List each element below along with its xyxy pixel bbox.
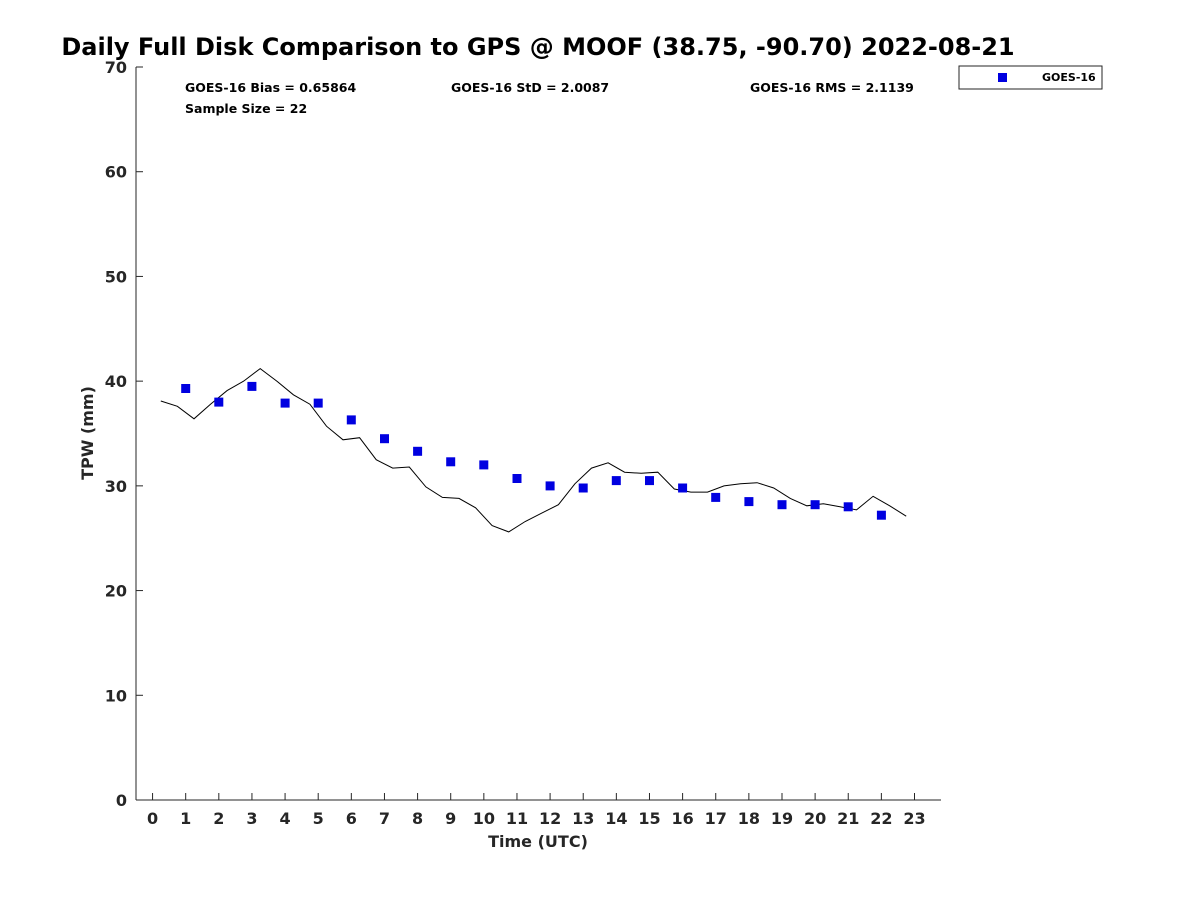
rms-stat: GOES-16 RMS = 2.1139	[750, 80, 914, 95]
goes16-point	[876, 510, 886, 520]
goes16-point	[744, 497, 754, 507]
x-tick-label: 11	[506, 809, 528, 828]
goes16-point	[578, 483, 588, 493]
y-tick-label: 20	[105, 582, 127, 601]
goes16-point	[843, 502, 853, 512]
goes16-point	[810, 500, 820, 510]
y-tick-label: 60	[105, 163, 127, 182]
goes16-series	[181, 381, 886, 520]
x-tick-label: 21	[837, 809, 859, 828]
legend-label-goes16: GOES-16	[1042, 71, 1096, 84]
sample-size-stat: Sample Size = 22	[185, 101, 307, 116]
x-tick-label: 17	[705, 809, 727, 828]
plot-axes	[135, 67, 941, 801]
x-tick-label: 6	[346, 809, 357, 828]
x-tick-label: 22	[870, 809, 892, 828]
goes16-point	[313, 398, 323, 408]
goes16-point	[645, 476, 654, 486]
legend: GOES-16	[958, 65, 1103, 90]
x-axis-label: Time (UTC)	[488, 832, 588, 851]
x-tick-label: 7	[379, 809, 390, 828]
std-stat: GOES-16 StD = 2.0087	[451, 80, 609, 95]
goes16-point	[711, 492, 721, 502]
y-tick-label: 0	[116, 791, 127, 810]
x-tick-label: 15	[638, 809, 660, 828]
y-ticks: 0 10 20 30 40 50 60 70	[105, 58, 143, 810]
y-tick-label: 10	[105, 686, 127, 705]
x-tick-label: 16	[671, 809, 693, 828]
gps-line	[160, 367, 907, 533]
chart-title: Daily Full Disk Comparison to GPS @ MOOF…	[61, 33, 1014, 61]
x-tick-label: 10	[473, 809, 495, 828]
y-tick-label: 40	[105, 372, 127, 391]
x-tick-label: 8	[412, 809, 423, 828]
y-axis-label: TPW (mm)	[78, 386, 97, 480]
x-tick-label: 2	[213, 809, 224, 828]
goes16-point	[678, 483, 688, 493]
x-tick-label: 3	[246, 809, 257, 828]
legend-box	[958, 65, 1103, 90]
goes16-point	[479, 460, 489, 470]
bias-stat: GOES-16 Bias = 0.65864	[185, 80, 356, 95]
x-tick-label: 20	[804, 809, 826, 828]
x-tick-label: 4	[280, 809, 291, 828]
goes16-point	[413, 446, 423, 456]
x-tick-label: 19	[771, 809, 793, 828]
x-tick-label: 18	[738, 809, 760, 828]
goes16-point	[346, 415, 356, 425]
y-tick-label: 30	[105, 477, 127, 496]
goes16-point	[545, 481, 555, 491]
goes16-point	[280, 398, 290, 408]
x-tick-label: 5	[313, 809, 324, 828]
x-tick-label: 1	[180, 809, 191, 828]
x-tick-label: 12	[539, 809, 561, 828]
goes16-point	[380, 434, 389, 444]
goes16-point	[247, 381, 257, 391]
goes16-point	[214, 397, 224, 407]
goes16-point	[446, 457, 456, 467]
x-tick-label: 14	[605, 809, 627, 828]
x-ticks: 0 1 2 3 4 5 6 7 8 9 10 11 12 13 14 15 16 17 18 19 20 21 22 23	[147, 793, 926, 828]
goes16-point	[777, 500, 787, 510]
x-tick-label: 23	[903, 809, 925, 828]
x-tick-label: 13	[572, 809, 594, 828]
legend-marker-goes16	[998, 73, 1007, 82]
goes16-point	[512, 474, 522, 483]
y-tick-label: 50	[105, 267, 127, 286]
goes16-point	[181, 384, 191, 393]
y-tick-label: 70	[105, 58, 127, 77]
gps-series	[160, 367, 907, 533]
x-tick-label: 0	[147, 809, 158, 828]
goes16-point	[611, 476, 621, 486]
x-tick-label: 9	[445, 809, 456, 828]
